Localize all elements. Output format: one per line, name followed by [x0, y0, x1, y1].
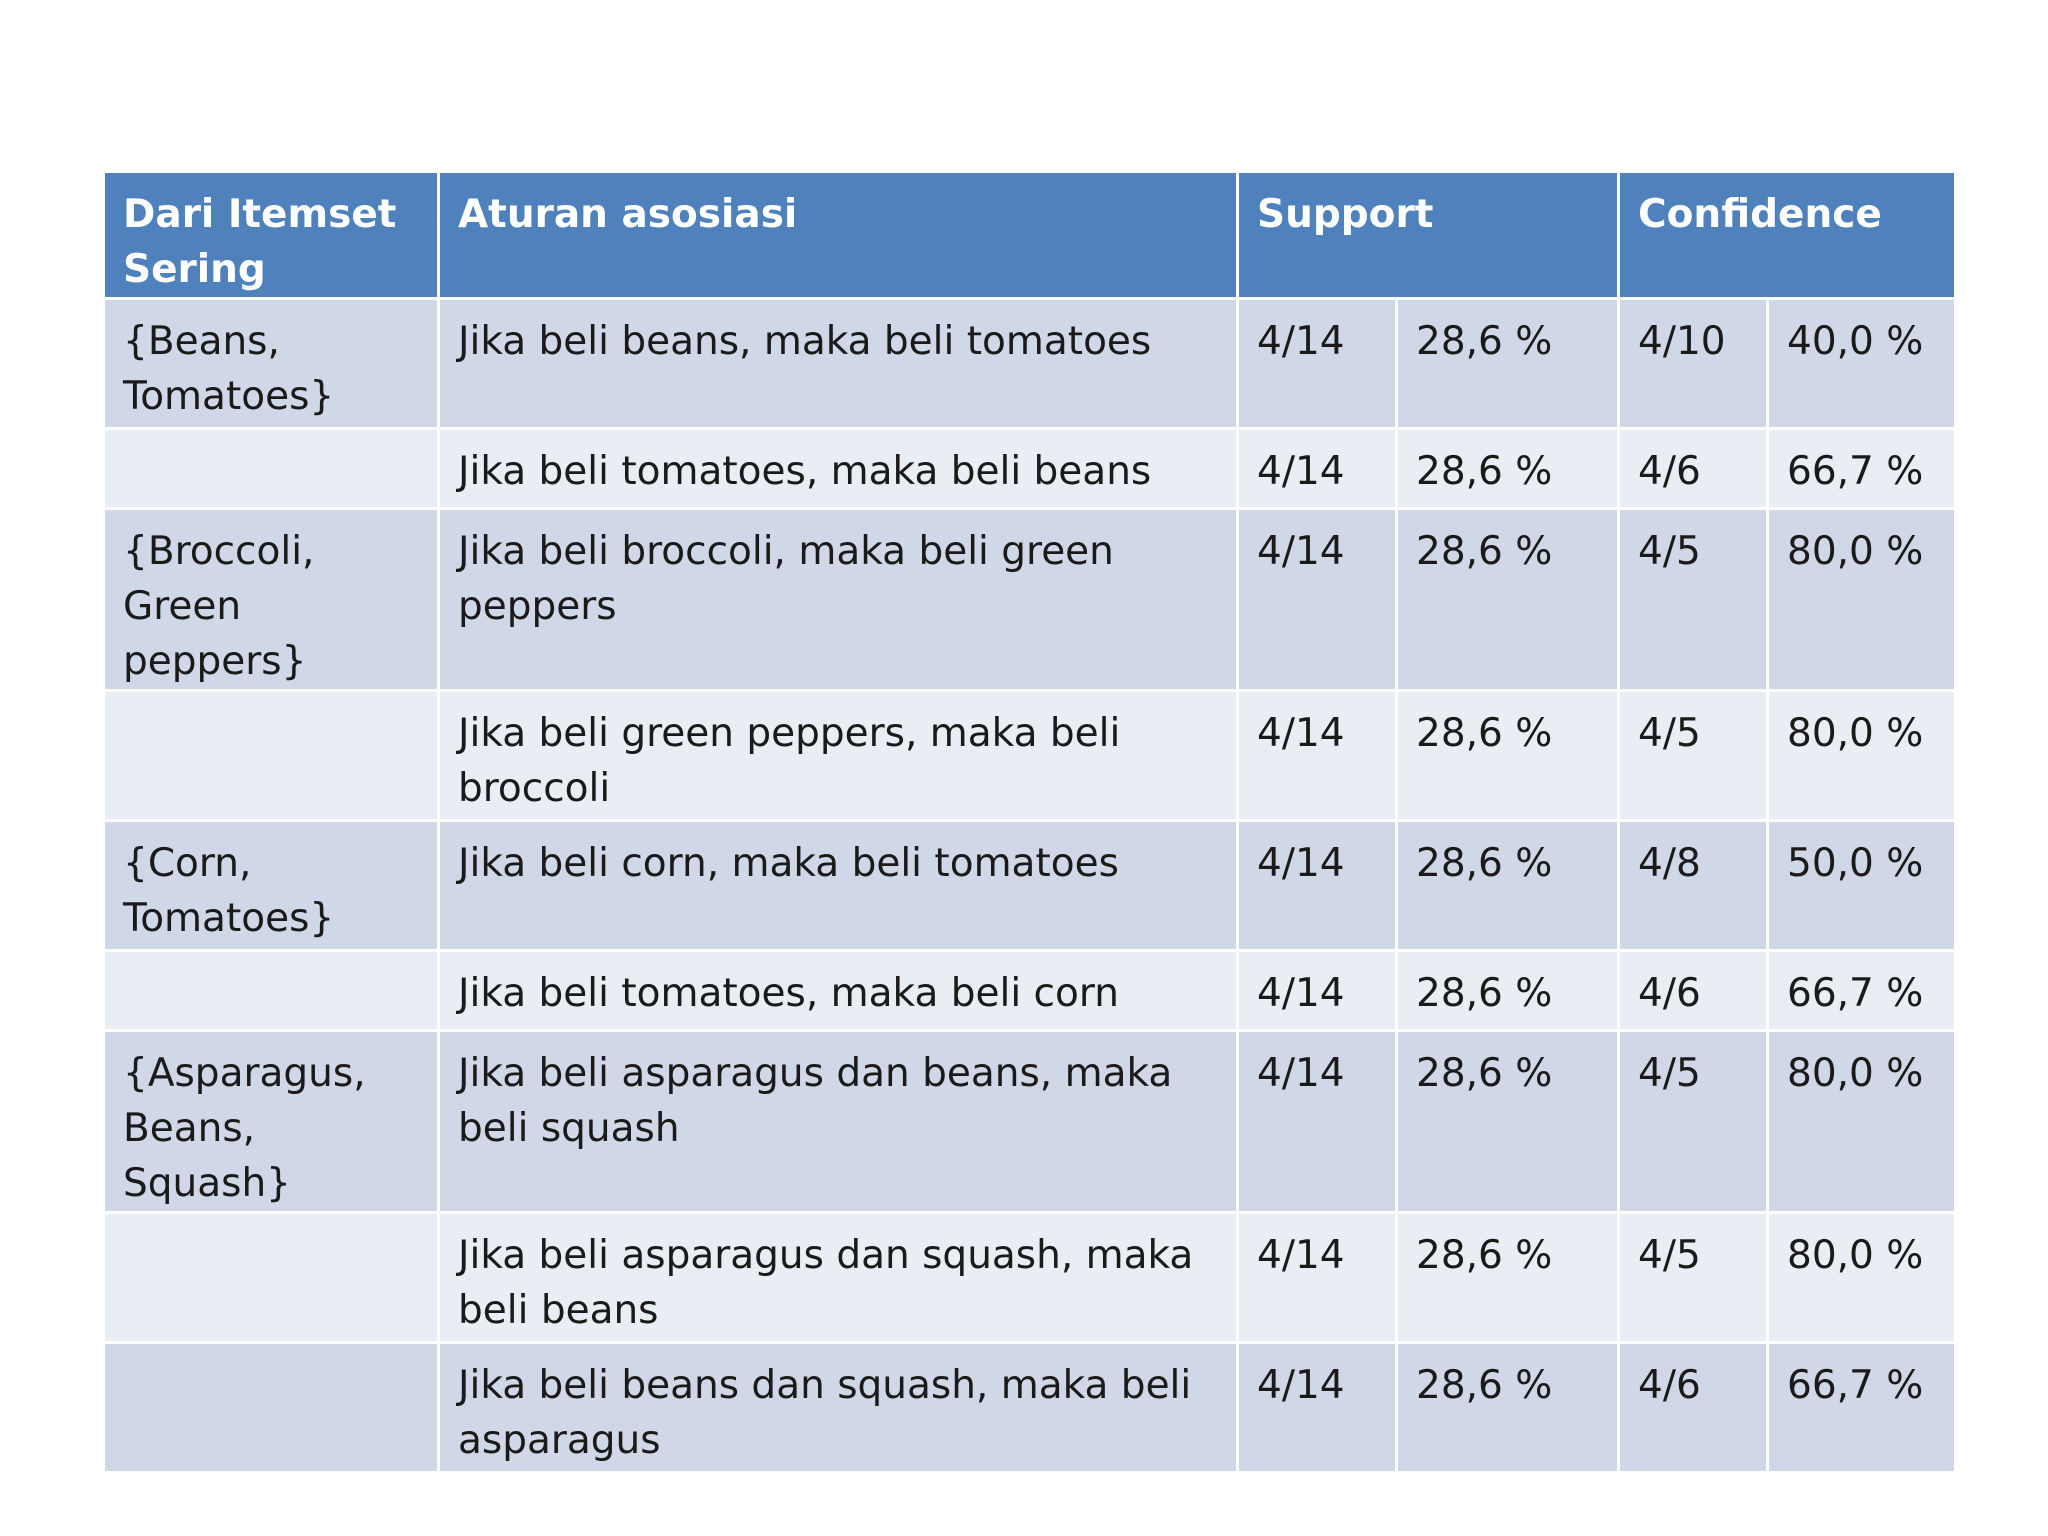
support-percent-cell: 28,6 % — [1394, 1341, 1621, 1474]
itemset-cell: {Corn, Tomatoes} — [102, 819, 440, 952]
support-percent-cell: 28,6 % — [1394, 949, 1621, 1032]
support-percent-cell: 28,6 % — [1394, 297, 1621, 430]
header-itemset: Dari Itemset Sering — [102, 170, 440, 300]
confidence-fraction-cell: 4/6 — [1617, 1341, 1770, 1474]
support-fraction-cell: 4/14 — [1236, 507, 1398, 692]
itemset-cell: {Beans, Tomatoes} — [102, 297, 440, 430]
confidence-fraction-cell: 4/6 — [1617, 427, 1770, 510]
rule-cell: Jika beli tomatoes, maka beli corn — [437, 949, 1239, 1032]
table-row: {Broccoli, Green peppers} Jika beli broc… — [102, 507, 1958, 692]
confidence-fraction-cell: 4/8 — [1617, 819, 1770, 952]
support-fraction-cell: 4/14 — [1236, 297, 1398, 430]
itemset-cell: {Broccoli, Green peppers} — [102, 507, 440, 692]
support-fraction-cell: 4/14 — [1236, 1341, 1398, 1474]
header-rule: Aturan asosiasi — [437, 170, 1239, 300]
rule-cell: Jika beli corn, maka beli tomatoes — [437, 819, 1239, 952]
support-percent-cell: 28,6 % — [1394, 507, 1621, 692]
confidence-fraction-cell: 4/5 — [1617, 507, 1770, 692]
table-row: Jika beli beans dan squash, maka beli as… — [102, 1341, 1958, 1474]
itemset-cell — [102, 689, 440, 822]
table-row: Jika beli tomatoes, maka beli corn 4/14 … — [102, 949, 1958, 1032]
table-row: Jika beli green peppers, maka beli brocc… — [102, 689, 1958, 822]
table-row: {Asparagus, Beans, Squash} Jika beli asp… — [102, 1029, 1958, 1214]
confidence-percent-cell: 80,0 % — [1766, 507, 1958, 692]
table-row: {Beans, Tomatoes} Jika beli beans, maka … — [102, 297, 1958, 430]
confidence-percent-cell: 40,0 % — [1766, 297, 1958, 430]
rule-cell: Jika beli tomatoes, maka beli beans — [437, 427, 1239, 510]
rule-cell: Jika beli asparagus dan squash, maka bel… — [437, 1211, 1239, 1344]
rule-cell: Jika beli green peppers, maka beli brocc… — [437, 689, 1239, 822]
table-row: Jika beli tomatoes, maka beli beans 4/14… — [102, 427, 1958, 510]
itemset-cell — [102, 427, 440, 510]
header-support: Support — [1235, 170, 1621, 300]
support-fraction-cell: 4/14 — [1236, 949, 1398, 1032]
confidence-percent-cell: 80,0 % — [1766, 1029, 1958, 1214]
table-row: Jika beli asparagus dan squash, maka bel… — [102, 1211, 1958, 1344]
confidence-fraction-cell: 4/5 — [1617, 1029, 1770, 1214]
support-percent-cell: 28,6 % — [1394, 1029, 1621, 1214]
confidence-fraction-cell: 4/6 — [1617, 949, 1770, 1032]
header-confidence: Confidence — [1617, 170, 1958, 300]
association-rules-table: Dari Itemset Sering Aturan asosiasi Supp… — [102, 170, 1958, 1474]
support-fraction-cell: 4/14 — [1236, 427, 1398, 510]
itemset-cell — [102, 1341, 440, 1474]
confidence-percent-cell: 66,7 % — [1766, 1341, 1958, 1474]
support-percent-cell: 28,6 % — [1394, 819, 1621, 952]
confidence-fraction-cell: 4/5 — [1617, 689, 1770, 822]
support-percent-cell: 28,6 % — [1394, 1211, 1621, 1344]
rule-cell: Jika beli asparagus dan beans, maka beli… — [437, 1029, 1239, 1214]
table-row: {Corn, Tomatoes} Jika beli corn, maka be… — [102, 819, 1958, 952]
support-fraction-cell: 4/14 — [1236, 689, 1398, 822]
rule-cell: Jika beli beans dan squash, maka beli as… — [437, 1341, 1239, 1474]
itemset-cell — [102, 1211, 440, 1344]
support-percent-cell: 28,6 % — [1394, 689, 1621, 822]
rule-cell: Jika beli beans, maka beli tomatoes — [437, 297, 1239, 430]
support-percent-cell: 28,6 % — [1394, 427, 1621, 510]
confidence-fraction-cell: 4/10 — [1617, 297, 1770, 430]
confidence-percent-cell: 80,0 % — [1766, 689, 1958, 822]
header-row: Dari Itemset Sering Aturan asosiasi Supp… — [102, 170, 1958, 300]
support-fraction-cell: 4/14 — [1236, 819, 1398, 952]
itemset-cell — [102, 949, 440, 1032]
support-fraction-cell: 4/14 — [1236, 1211, 1398, 1344]
confidence-percent-cell: 66,7 % — [1766, 427, 1958, 510]
confidence-percent-cell: 50,0 % — [1766, 819, 1958, 952]
itemset-cell: {Asparagus, Beans, Squash} — [102, 1029, 440, 1214]
support-fraction-cell: 4/14 — [1236, 1029, 1398, 1214]
confidence-percent-cell: 66,7 % — [1766, 949, 1958, 1032]
confidence-fraction-cell: 4/5 — [1617, 1211, 1770, 1344]
rule-cell: Jika beli broccoli, maka beli green pepp… — [437, 507, 1239, 692]
confidence-percent-cell: 80,0 % — [1766, 1211, 1958, 1344]
